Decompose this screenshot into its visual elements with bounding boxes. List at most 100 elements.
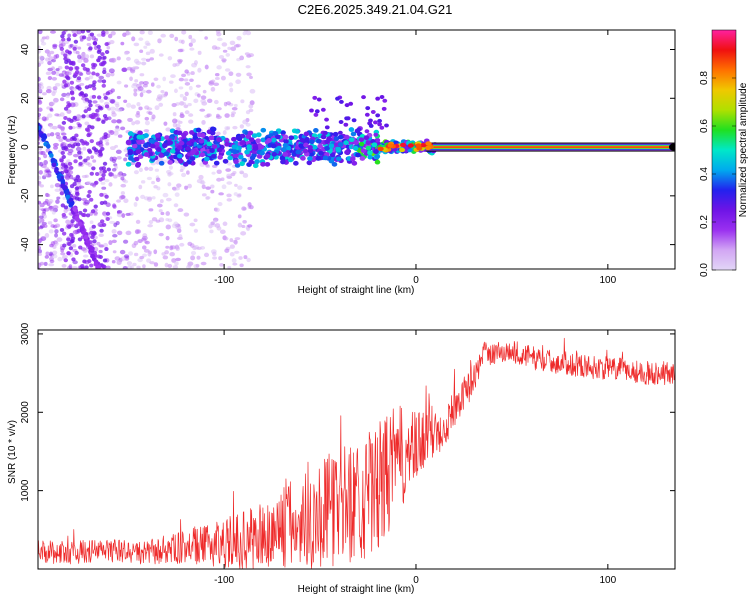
carrier-segment [400, 142, 407, 148]
noise-dot [92, 41, 98, 46]
noise-dot [123, 198, 129, 204]
noise-dot [119, 249, 126, 255]
carrier-line [425, 146, 675, 148]
diagonal-dot [49, 153, 54, 158]
band-dot [373, 149, 379, 155]
noise-dot [77, 123, 82, 128]
noise-dot [104, 247, 109, 252]
noise-dot [86, 36, 92, 41]
band-dot [374, 159, 381, 165]
band-dot [324, 145, 330, 151]
noise-dot [116, 119, 122, 124]
band-dot [307, 156, 313, 161]
noise-dot [38, 45, 41, 50]
noise-dot [38, 62, 41, 67]
band-dot [374, 154, 381, 159]
band-dot [137, 130, 143, 136]
noise-dot [123, 99, 128, 104]
band-dot [248, 159, 255, 165]
noise-dot [72, 153, 79, 158]
noise-dot [38, 100, 43, 105]
noise-dot [52, 43, 58, 48]
noise-dot [116, 259, 122, 265]
noise-dot [96, 44, 101, 49]
noise-dot [86, 128, 91, 133]
noise-dot [184, 185, 188, 190]
noise-dot [94, 171, 100, 176]
noise-dot [69, 43, 74, 48]
noise-dot [155, 160, 160, 165]
noise-dot [146, 197, 152, 202]
noise-dot [104, 178, 110, 183]
noise-dot [139, 81, 145, 85]
band-dot [270, 143, 277, 149]
noise-dot [116, 80, 122, 85]
noise-dot [164, 262, 169, 268]
noise-dot [61, 120, 67, 125]
noise-dot [214, 76, 220, 81]
noise-dot [189, 222, 196, 227]
noise-dot [237, 185, 243, 190]
noise-dot [141, 61, 147, 66]
noise-dot [104, 49, 110, 54]
noise-dot [69, 91, 75, 96]
band-dot [178, 158, 184, 164]
noise-dot [134, 229, 140, 234]
band-dot [259, 150, 265, 156]
noise-dot [116, 155, 122, 160]
noise-dot [74, 186, 80, 191]
band-dot [128, 155, 134, 161]
noise-dot [147, 30, 153, 36]
noise-dot [189, 78, 194, 83]
noise-dot [249, 88, 256, 94]
noise-dot [56, 196, 61, 200]
noise-dot [85, 213, 91, 218]
noise-dot [236, 194, 242, 198]
noise-dot [175, 225, 182, 230]
diagonal-dot [54, 168, 59, 174]
noise-dot [99, 219, 105, 224]
noise-dot [181, 30, 187, 35]
band-dot [368, 118, 373, 123]
noise-dot [84, 199, 90, 205]
noise-dot [51, 76, 58, 81]
band-dot [365, 140, 372, 146]
noise-dot [96, 50, 102, 55]
noise-dot [209, 221, 215, 226]
noise-dot [224, 113, 230, 118]
band-dot [282, 142, 289, 148]
band-dot [344, 103, 350, 108]
carrier-segment [407, 143, 414, 148]
noise-dot [109, 106, 116, 111]
band-dot [162, 143, 168, 148]
noise-dot [106, 167, 112, 172]
noise-dot [133, 240, 139, 246]
noise-dot [101, 32, 106, 37]
noise-dot [83, 93, 89, 98]
noise-dot [101, 222, 107, 227]
spectrogram-panel: -100 0 100 -40 -20 0 20 40 Height of straight l… [7, 29, 676, 296]
noise-dot [162, 76, 167, 82]
noise-dot [117, 134, 123, 138]
colorbar-ticks: 0.0 0.2 0.4 0.6 0.8 [699, 71, 736, 277]
noise-dot [60, 203, 66, 208]
noise-dot [216, 226, 222, 231]
noise-dot [242, 119, 249, 125]
noise-dot [43, 224, 48, 228]
noise-dot [83, 109, 88, 114]
noise-dot [148, 166, 154, 172]
noise-dot [210, 184, 215, 189]
noise-dot [148, 220, 154, 225]
band-dot [370, 109, 376, 114]
noise-dot [233, 192, 238, 196]
band-dot [314, 109, 320, 114]
noise-dot [165, 211, 170, 216]
band-dot [245, 134, 252, 139]
noise-dot [133, 91, 138, 97]
diagonal-dot [65, 194, 71, 200]
noise-dot [84, 265, 89, 269]
noise-dot [74, 133, 79, 138]
noise-dot [64, 40, 69, 44]
band-dot [353, 140, 359, 145]
noise-dot [225, 168, 232, 172]
